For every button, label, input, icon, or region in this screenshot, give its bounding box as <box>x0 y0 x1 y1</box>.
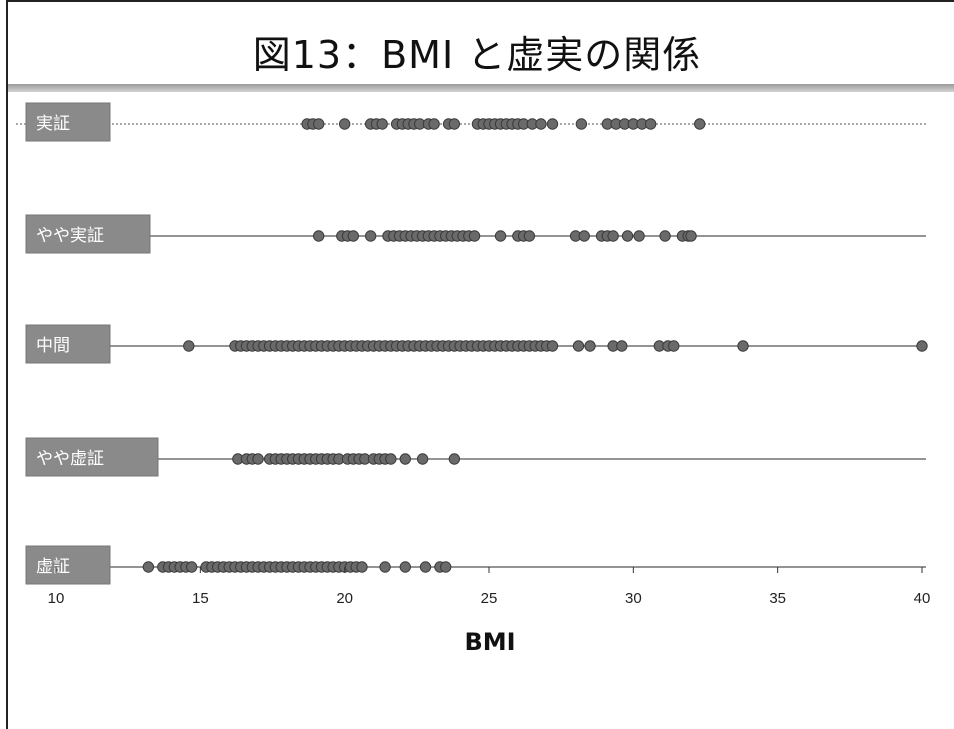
data-point <box>916 340 928 352</box>
data-point <box>399 453 411 465</box>
data-point <box>379 561 391 573</box>
category-label-box <box>25 102 111 142</box>
data-point <box>419 561 432 573</box>
data-point <box>385 453 397 465</box>
data-point <box>416 453 429 465</box>
data-point <box>644 118 657 130</box>
data-point <box>142 561 155 573</box>
category-label: 虚証 <box>36 557 70 577</box>
slide-border-left <box>6 0 8 729</box>
data-point <box>633 230 645 242</box>
data-point <box>668 340 680 352</box>
data-point <box>183 340 195 352</box>
data-point <box>356 561 368 573</box>
x-tick-label: 20 <box>336 590 353 607</box>
data-point <box>468 230 481 242</box>
data-point <box>685 230 697 242</box>
data-point <box>621 230 634 242</box>
x-tick-label: 25 <box>481 590 498 607</box>
data-point <box>448 118 461 130</box>
category-label-box <box>25 545 111 585</box>
data-point <box>546 118 559 130</box>
x-tick-label: 30 <box>625 590 642 607</box>
data-point <box>737 340 749 352</box>
data-point <box>448 453 461 465</box>
data-point <box>616 340 628 352</box>
data-point <box>399 561 411 573</box>
data-point <box>428 118 440 130</box>
data-point <box>252 453 264 465</box>
data-point <box>575 118 588 130</box>
data-point <box>546 340 559 352</box>
data-point <box>659 230 671 242</box>
data-point <box>578 230 590 242</box>
data-point <box>376 118 388 130</box>
category-label: やや虚証 <box>36 449 104 469</box>
x-tick-label: 35 <box>769 590 786 607</box>
data-point <box>607 230 619 242</box>
data-point <box>364 230 377 242</box>
data-point <box>347 230 360 242</box>
data-point <box>572 340 585 352</box>
category-label: やや実証 <box>36 226 104 246</box>
slide-border-top <box>6 0 954 2</box>
x-tick-label: 10 <box>48 590 65 607</box>
x-axis-title: BMI <box>464 628 515 656</box>
data-point <box>338 118 351 130</box>
data-point <box>694 118 706 130</box>
category-label-box <box>25 324 111 364</box>
data-point <box>535 118 547 130</box>
data-point <box>312 230 325 242</box>
data-point <box>584 340 596 352</box>
category-label-box <box>25 437 159 477</box>
data-point <box>440 561 452 573</box>
chart-title: 図13：BMI と虚実の関係 <box>252 33 702 77</box>
data-point <box>494 230 507 242</box>
category-label-box <box>25 214 151 254</box>
data-point <box>312 118 325 130</box>
data-point <box>185 561 198 573</box>
x-tick-label: 40 <box>914 590 931 607</box>
category-label: 実証 <box>36 114 70 134</box>
category-label: 中間 <box>36 336 70 356</box>
x-tick-label: 15 <box>192 590 209 607</box>
data-point <box>523 230 536 242</box>
title-rule <box>8 84 954 92</box>
